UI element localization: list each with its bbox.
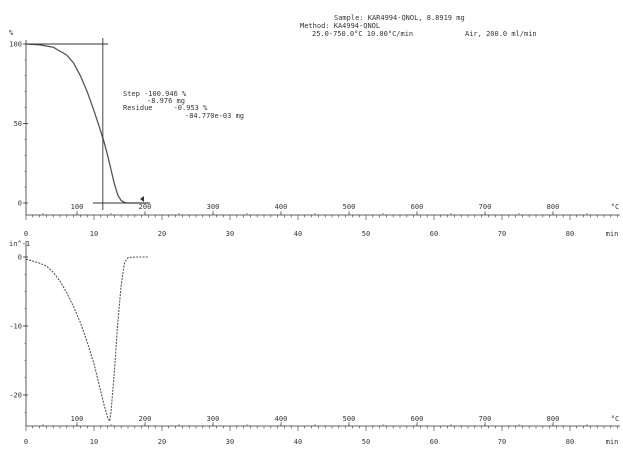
y-tick-label: 100 bbox=[9, 41, 22, 49]
temp-tick-label: 800 bbox=[547, 203, 560, 211]
residue-percent: -0.953 % bbox=[173, 104, 208, 112]
purge-gas: Air, 200.0 ml/min bbox=[465, 30, 537, 38]
y-axis-label: in^-1 bbox=[9, 240, 30, 248]
residue-mg: -84.770e-03 mg bbox=[185, 112, 245, 120]
time-tick-label: 50 bbox=[362, 230, 370, 238]
temp-tick-label: 400 bbox=[275, 203, 288, 211]
method-value: KA4994-QNOL bbox=[333, 22, 381, 30]
temp-tick-label: 300 bbox=[207, 203, 220, 211]
temp-tick-label: 100 bbox=[71, 203, 84, 211]
sample-line: Sample: KAR4994-QNOL, 8.8919 mg bbox=[334, 14, 465, 22]
time-unit-label: min bbox=[606, 438, 619, 446]
time-unit-label: min bbox=[606, 230, 619, 238]
temp-tick-label: 600 bbox=[411, 203, 424, 211]
time-tick-label: 50 bbox=[362, 438, 370, 446]
y-tick-label: 0 bbox=[18, 200, 22, 208]
y-tick-label: -10 bbox=[9, 323, 22, 331]
y-tick-label: 50 bbox=[14, 120, 22, 128]
temp-unit-label: °C bbox=[611, 203, 619, 211]
method-label: Method: bbox=[300, 22, 330, 30]
temp-unit-label: °C bbox=[611, 415, 619, 423]
time-tick-label: 0 bbox=[24, 230, 28, 238]
temperature-range: 25.0-750.0°C 10.00°C/min bbox=[312, 30, 414, 38]
temp-tick-label: 200 bbox=[139, 203, 152, 211]
time-tick-label: 20 bbox=[158, 438, 166, 446]
sample-value: KAR4994-QNOL, 8.8919 mg bbox=[367, 14, 465, 22]
time-tick-label: 40 bbox=[294, 438, 302, 446]
y-tick-label: -20 bbox=[9, 392, 22, 400]
step-line: Step -100.946 % bbox=[123, 90, 186, 98]
temp-tick-label: 600 bbox=[411, 415, 424, 423]
temp-tick-label: 700 bbox=[479, 415, 492, 423]
temp-tick-label: 400 bbox=[275, 415, 288, 423]
time-tick-label: 30 bbox=[226, 438, 234, 446]
time-tick-label: 70 bbox=[498, 438, 506, 446]
temp-tick-label: 800 bbox=[547, 415, 560, 423]
time-tick-label: 40 bbox=[294, 230, 302, 238]
temp-tick-label: 500 bbox=[343, 203, 356, 211]
time-tick-label: 10 bbox=[90, 438, 98, 446]
step-mg: -8.976 mg bbox=[147, 97, 185, 105]
time-tick-label: 30 bbox=[226, 230, 234, 238]
tga-mass-curve bbox=[25, 43, 149, 204]
y-tick-label: 0 bbox=[18, 254, 22, 262]
step-percent: -100.946 % bbox=[144, 90, 187, 98]
time-tick-label: 20 bbox=[158, 230, 166, 238]
step-label: Step bbox=[123, 90, 140, 98]
temp-tick-label: 100 bbox=[71, 415, 84, 423]
time-tick-label: 80 bbox=[566, 438, 574, 446]
temp-tick-label: 200 bbox=[139, 415, 152, 423]
method-line: Method: KA4994-QNOL bbox=[300, 22, 380, 30]
time-tick-label: 70 bbox=[498, 230, 506, 238]
sample-label: Sample: bbox=[334, 14, 364, 22]
temp-tick-label: 500 bbox=[343, 415, 356, 423]
time-tick-label: 10 bbox=[90, 230, 98, 238]
time-tick-label: 60 bbox=[430, 438, 438, 446]
residue-line: Residue -0.953 % bbox=[123, 104, 207, 112]
y-axis-label: % bbox=[9, 29, 14, 37]
residue-label: Residue bbox=[123, 104, 153, 112]
time-tick-label: 80 bbox=[566, 230, 574, 238]
time-tick-label: 0 bbox=[24, 438, 28, 446]
temp-tick-label: 300 bbox=[207, 415, 220, 423]
time-tick-label: 60 bbox=[430, 230, 438, 238]
residue-marker bbox=[140, 196, 144, 202]
dtg-derivative-curve bbox=[25, 256, 149, 424]
temp-tick-label: 700 bbox=[479, 203, 492, 211]
